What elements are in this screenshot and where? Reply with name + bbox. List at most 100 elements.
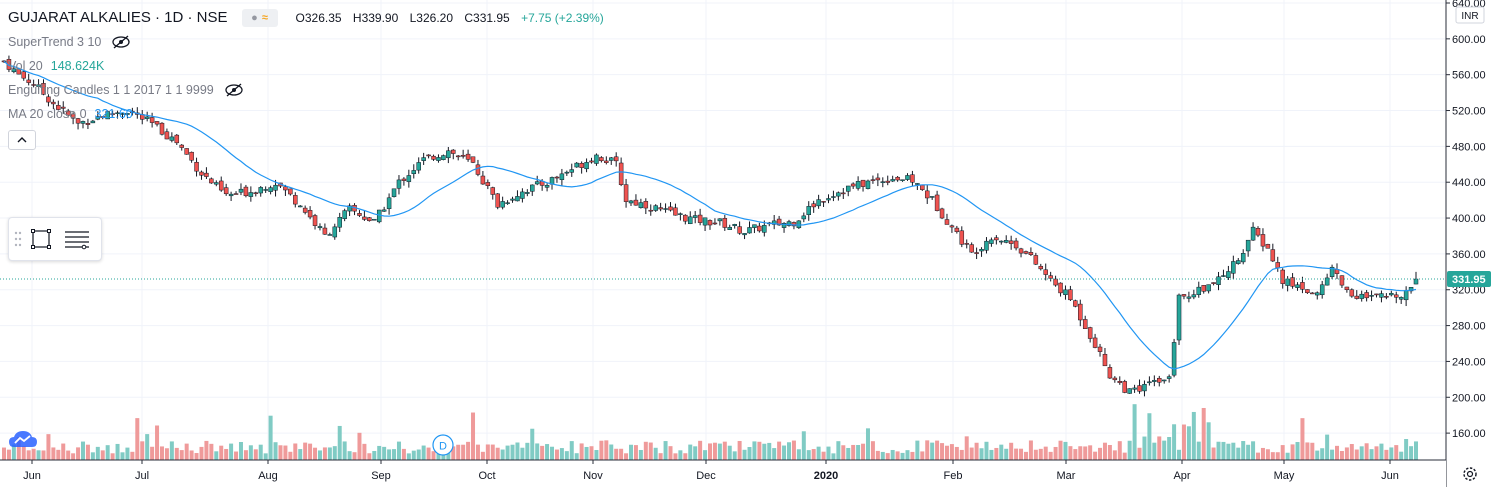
- study-ma[interactable]: MA 20 close 0 321.60: [8, 102, 612, 126]
- candle-body[interactable]: [283, 186, 288, 191]
- candle-body[interactable]: [451, 149, 456, 154]
- candle-body[interactable]: [1063, 289, 1068, 296]
- candle-body[interactable]: [895, 176, 900, 181]
- candle-body[interactable]: [678, 213, 683, 215]
- candle-body[interactable]: [712, 222, 718, 225]
- candle-body[interactable]: [75, 118, 81, 124]
- candle-body[interactable]: [95, 116, 101, 120]
- candle-body[interactable]: [307, 210, 313, 218]
- candle-body[interactable]: [293, 195, 298, 205]
- candle-body[interactable]: [841, 192, 846, 195]
- candle-body[interactable]: [1137, 385, 1142, 392]
- candle-body[interactable]: [184, 148, 189, 155]
- candle-body[interactable]: [623, 184, 629, 202]
- candle-body[interactable]: [648, 209, 654, 212]
- eye-crossed-icon[interactable]: [224, 83, 244, 97]
- candle-body[interactable]: [1379, 293, 1384, 298]
- candle-body[interactable]: [860, 179, 866, 187]
- candle-body[interactable]: [228, 193, 234, 197]
- candle-body[interactable]: [1339, 275, 1345, 286]
- candle-body[interactable]: [1329, 266, 1335, 277]
- candle-body[interactable]: [495, 193, 500, 208]
- study-supertrend[interactable]: SuperTrend 3 10: [8, 30, 612, 54]
- candle-body[interactable]: [1132, 387, 1137, 390]
- candle-body[interactable]: [653, 205, 658, 211]
- candle-body[interactable]: [154, 121, 160, 125]
- candle-body[interactable]: [1354, 295, 1360, 299]
- candle-body[interactable]: [248, 192, 254, 197]
- candle-body[interactable]: [41, 83, 46, 95]
- candle-body[interactable]: [737, 226, 742, 234]
- candle-body[interactable]: [826, 198, 831, 201]
- candle-body[interactable]: [144, 116, 150, 119]
- candle-body[interactable]: [613, 156, 619, 162]
- candle-body[interactable]: [515, 196, 520, 202]
- candle-body[interactable]: [1058, 282, 1063, 294]
- candle-body[interactable]: [890, 179, 895, 182]
- candle-body[interactable]: [441, 155, 446, 160]
- candle-body[interactable]: [381, 209, 387, 212]
- candle-body[interactable]: [618, 162, 624, 185]
- lines-tool-button[interactable]: [59, 221, 95, 257]
- candle-body[interactable]: [1078, 303, 1083, 321]
- candle-body[interactable]: [475, 164, 481, 175]
- candle-body[interactable]: [431, 155, 436, 160]
- candle-body[interactable]: [604, 160, 609, 163]
- candle-body[interactable]: [1319, 284, 1325, 296]
- candle-body[interactable]: [638, 202, 644, 208]
- candle-body[interactable]: [702, 217, 708, 226]
- candle-body[interactable]: [683, 214, 688, 222]
- candle-body[interactable]: [1122, 381, 1127, 393]
- candle-body[interactable]: [979, 248, 984, 252]
- candle-body[interactable]: [1364, 292, 1369, 299]
- candle-body[interactable]: [485, 182, 491, 186]
- candle-body[interactable]: [1260, 234, 1266, 247]
- candle-body[interactable]: [233, 193, 239, 195]
- candle-body[interactable]: [910, 174, 915, 183]
- candle-body[interactable]: [534, 181, 540, 185]
- candle-body[interactable]: [426, 154, 431, 157]
- candle-body[interactable]: [411, 170, 417, 174]
- candle-body[interactable]: [386, 197, 392, 209]
- candle-body[interactable]: [1236, 260, 1241, 264]
- candle-body[interactable]: [21, 71, 26, 79]
- eye-crossed-icon[interactable]: [111, 35, 131, 49]
- candle-body[interactable]: [1087, 327, 1093, 339]
- candle-body[interactable]: [609, 157, 614, 161]
- candle-body[interactable]: [199, 171, 204, 176]
- compare-icon[interactable]: ● ≈: [241, 9, 278, 27]
- candle-body[interactable]: [51, 101, 56, 105]
- candle-body[interactable]: [1280, 269, 1285, 284]
- candle-body[interactable]: [317, 226, 323, 229]
- candle-body[interactable]: [1413, 278, 1419, 285]
- candle-body[interactable]: [273, 184, 278, 191]
- candle-body[interactable]: [525, 192, 530, 194]
- candle-body[interactable]: [70, 113, 76, 119]
- candle-body[interactable]: [984, 240, 989, 251]
- candle-body[interactable]: [855, 181, 861, 189]
- candle-body[interactable]: [1003, 240, 1009, 243]
- candle-body[interactable]: [954, 227, 960, 232]
- candle-body[interactable]: [762, 225, 767, 233]
- candle-body[interactable]: [46, 96, 51, 103]
- candle-body[interactable]: [1117, 381, 1123, 383]
- candle-body[interactable]: [865, 180, 871, 189]
- collapse-legend-button[interactable]: [8, 130, 36, 150]
- time-axis[interactable]: Jun Jul Aug Sep Oct Nov Dec 2020 Feb Mar Apr May Jun: [0, 459, 1446, 487]
- candle-body[interactable]: [56, 105, 61, 110]
- candle-body[interactable]: [1305, 289, 1310, 294]
- candle-body[interactable]: [1240, 253, 1246, 263]
- candle-body[interactable]: [1092, 337, 1098, 348]
- candle-body[interactable]: [312, 215, 318, 226]
- candle-body[interactable]: [569, 169, 575, 173]
- candle-body[interactable]: [347, 205, 352, 212]
- candle-body[interactable]: [31, 84, 36, 86]
- candle-body[interactable]: [26, 79, 31, 83]
- candle-body[interactable]: [944, 219, 950, 225]
- candle-body[interactable]: [362, 216, 367, 220]
- candle-body[interactable]: [1186, 296, 1192, 299]
- candle-body[interactable]: [1324, 277, 1330, 286]
- candle-body[interactable]: [421, 157, 426, 161]
- candle-body[interactable]: [1211, 282, 1216, 284]
